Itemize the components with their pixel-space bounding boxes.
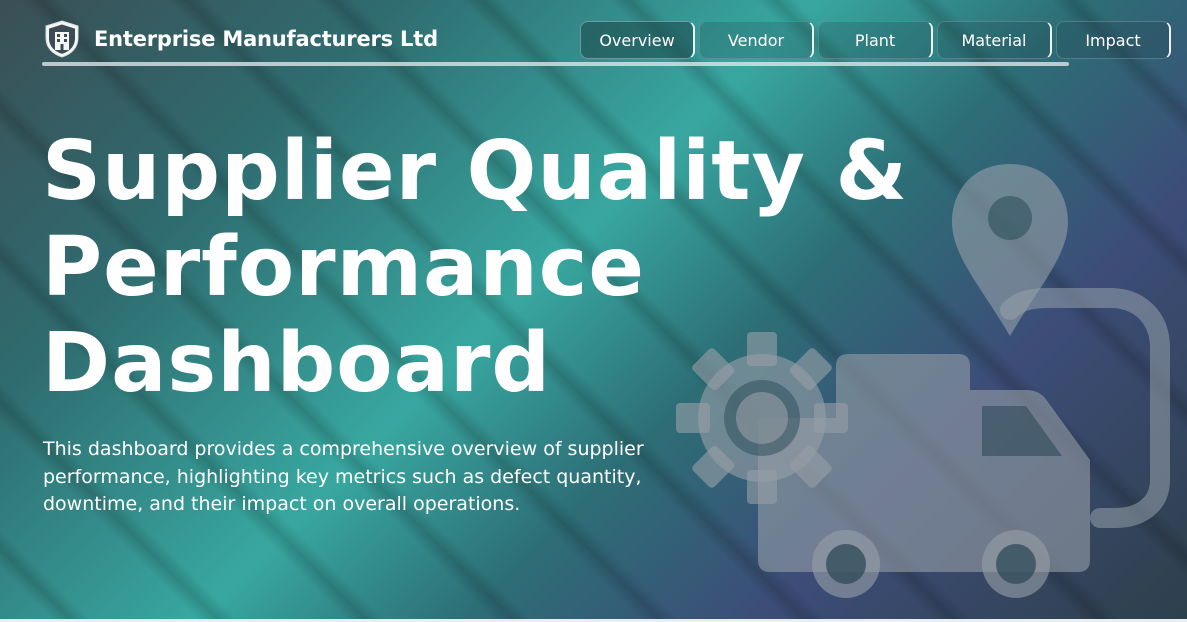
tab-impact[interactable]: Impact bbox=[1056, 21, 1171, 59]
title-line: Dashboard bbox=[42, 316, 552, 411]
brand: Enterprise Manufacturers Ltd bbox=[44, 20, 438, 58]
page-bottom-border bbox=[0, 619, 1187, 622]
page-title: Supplier Quality & Performance Dashboard bbox=[42, 124, 942, 412]
page-description: This dashboard provides a comprehensive … bbox=[43, 438, 644, 515]
header-divider bbox=[42, 62, 1069, 66]
tab-overview[interactable]: Overview bbox=[580, 21, 695, 59]
gear-icon bbox=[676, 332, 848, 504]
tab-vendor[interactable]: Vendor bbox=[699, 21, 814, 59]
location-pin-icon bbox=[952, 164, 1068, 336]
tab-material[interactable]: Material bbox=[937, 21, 1052, 59]
company-name: Enterprise Manufacturers Ltd bbox=[94, 27, 438, 51]
shield-building-icon bbox=[45, 20, 79, 58]
title-line: Supplier Quality & bbox=[42, 124, 908, 219]
logistics-illustration bbox=[676, 164, 1170, 598]
title-line: Performance bbox=[42, 220, 645, 315]
top-navigation: Overview Vendor Plant Material Impact bbox=[580, 21, 1175, 61]
tab-plant[interactable]: Plant bbox=[818, 21, 933, 59]
